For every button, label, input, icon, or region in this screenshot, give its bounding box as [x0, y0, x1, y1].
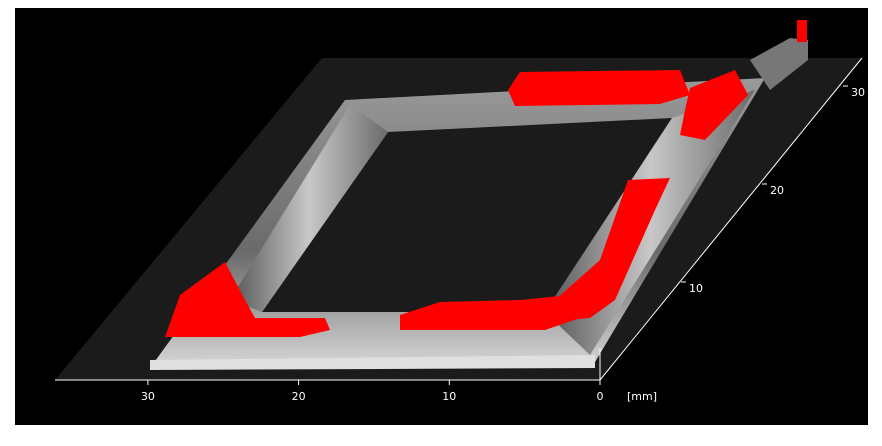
- x-tick-label: 20: [292, 390, 306, 403]
- x-tick-label: 0: [597, 390, 604, 403]
- x-tick-label: 10: [442, 390, 456, 403]
- surface-view: [mm] 30 20 10 0 10 20 30: [0, 0, 882, 442]
- y-tick-label: 10: [689, 282, 703, 295]
- red-spike: [797, 20, 807, 42]
- x-unit: [mm]: [627, 390, 657, 403]
- x-tick-label: 30: [141, 390, 155, 403]
- y-tick-label: 30: [851, 86, 865, 99]
- y-tick-label: 20: [770, 184, 784, 197]
